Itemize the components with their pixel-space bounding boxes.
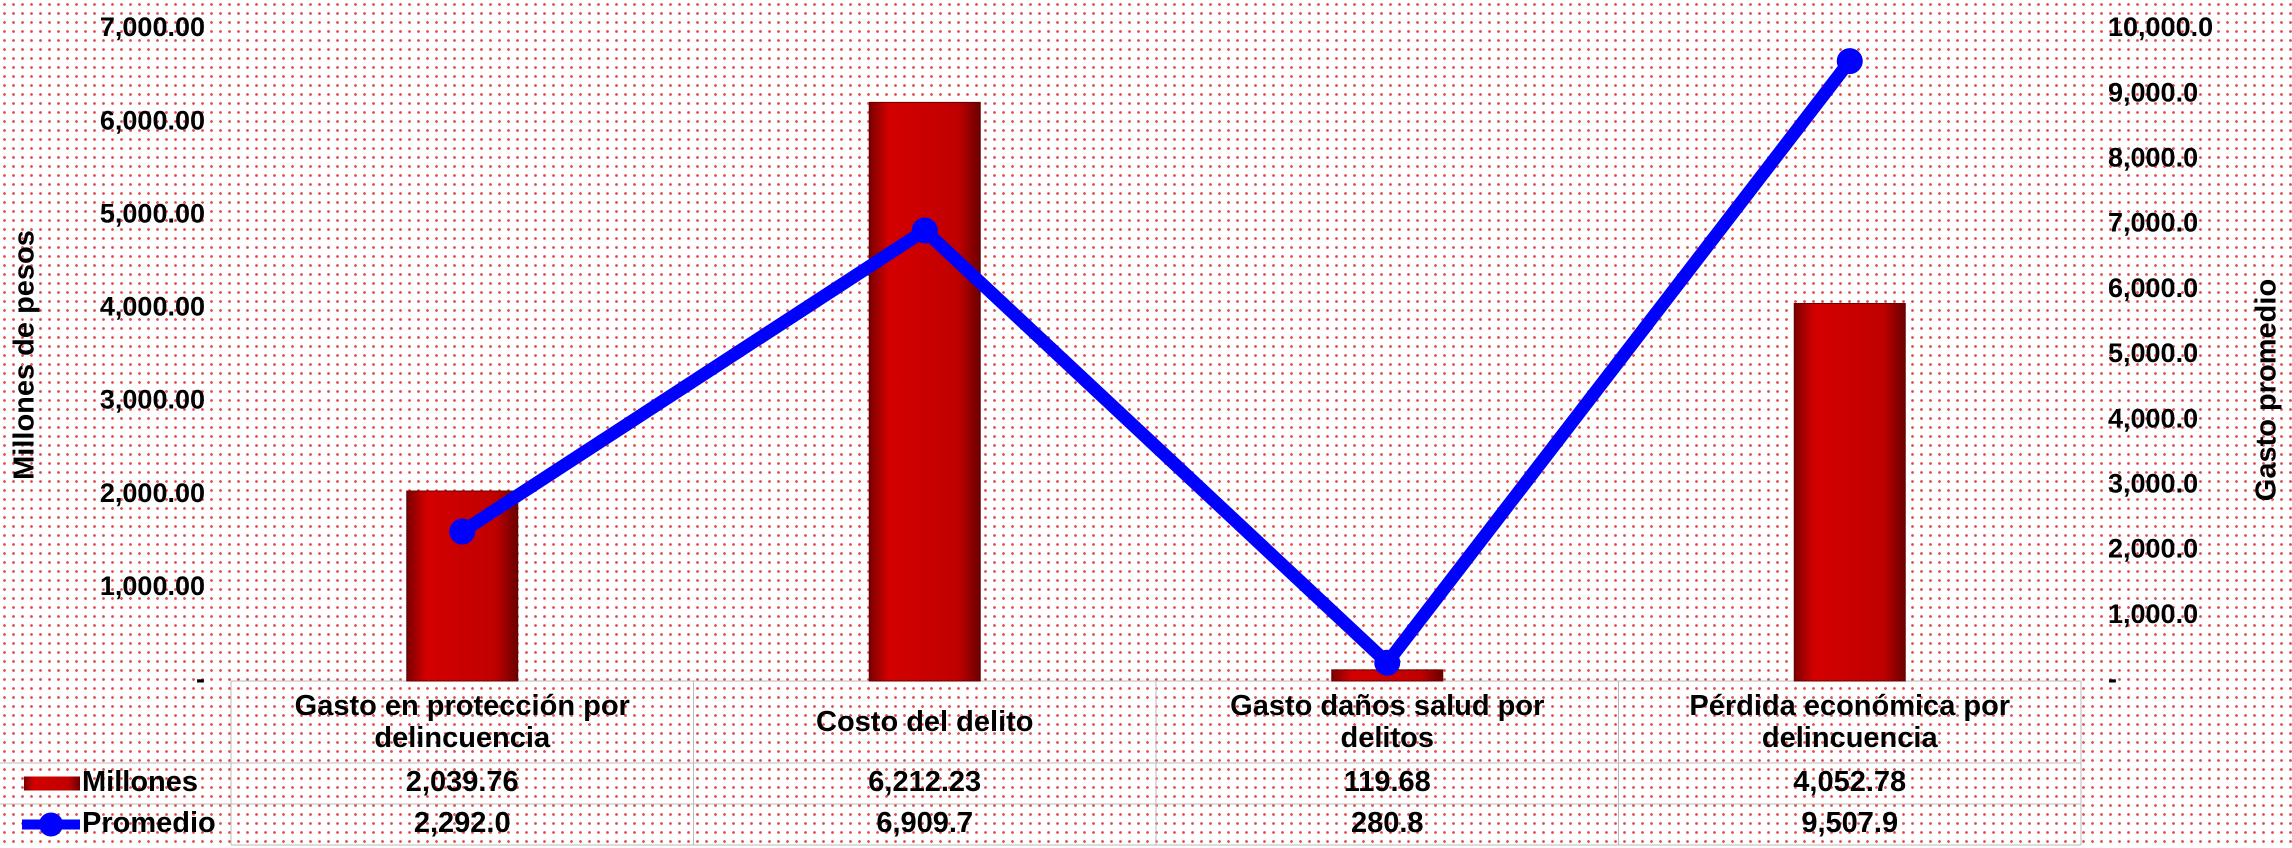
- marker: [911, 217, 938, 244]
- legend-label: Promedio: [82, 807, 216, 839]
- data-label: 6,212.23: [868, 766, 981, 798]
- y2-tick-label: 3,000.0: [2108, 469, 2198, 499]
- y-tick-label: 4,000.00: [100, 292, 205, 322]
- legend-label: Millones: [82, 766, 198, 798]
- y-tick-label: 7,000.00: [100, 12, 205, 42]
- data-label: 9,507.9: [1801, 807, 1898, 839]
- y2-tick-label: 2,000.0: [2108, 534, 2198, 564]
- y2-tick-label: 10,000.0: [2108, 12, 2213, 42]
- y2-tick-label: 8,000.0: [2108, 143, 2198, 173]
- y2-tick-label: 9,000.0: [2108, 77, 2198, 107]
- y2-axis-title: Gasto promedio: [2251, 279, 2283, 501]
- x-tick-label: Costo del delito: [816, 706, 1034, 738]
- legend-key: [39, 812, 63, 837]
- y2-tick-label: 6,000.0: [2108, 273, 2198, 303]
- y-axis-title: Millones de pesos: [9, 230, 41, 480]
- marker: [1836, 48, 1863, 75]
- data-label: 4,052.78: [1793, 766, 1906, 798]
- bar: [1793, 303, 1906, 682]
- y2-tick-label: 4,000.0: [2108, 403, 2198, 433]
- data-label: 119.68: [1344, 766, 1431, 798]
- y-tick-label: 1,000.00: [100, 571, 205, 601]
- y-tick-label: 5,000.00: [100, 198, 205, 228]
- bar: [868, 101, 981, 682]
- x-tick-label: Gasto en protección por delincuencia: [294, 690, 630, 754]
- x-tick-label: Gasto daños salud por delitos: [1230, 690, 1545, 754]
- line: [458, 57, 1855, 670]
- y2-tick-label: 7,000.0: [2108, 208, 2198, 238]
- data-label: 2,292.0: [414, 807, 511, 839]
- data-label: 280.8: [1351, 807, 1424, 839]
- data-label: 2,039.76: [406, 766, 519, 798]
- category-cell: Gasto en protección por delincuencia: [294, 690, 630, 754]
- y2-tick-label: 5,000.0: [2108, 338, 2198, 368]
- category-cell: Gasto daños salud por delitos: [1230, 690, 1545, 754]
- y-tick-label: 3,000.00: [100, 385, 205, 415]
- legend-key: [24, 776, 80, 791]
- category-cell: Pérdida económica por delincuencia: [1689, 690, 2011, 754]
- y-tick-label: 2,000.00: [100, 478, 205, 508]
- y2-tick-label: -: [2108, 664, 2117, 694]
- y-tick-label: -: [196, 664, 205, 694]
- x-tick-label: Pérdida económica por delincuencia: [1689, 690, 2011, 754]
- data-label: 6,909.7: [876, 807, 973, 839]
- marker: [1374, 649, 1401, 676]
- y2-tick-label: 1,000.0: [2108, 599, 2198, 629]
- marker: [449, 518, 476, 545]
- category-cell: Costo del delito: [816, 706, 1034, 738]
- y-tick-label: 6,000.00: [100, 105, 205, 135]
